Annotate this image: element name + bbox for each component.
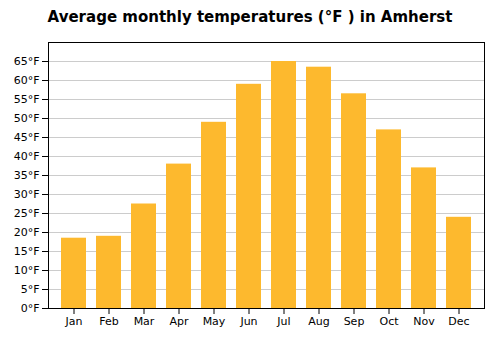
svg-text:Apr: Apr bbox=[169, 315, 189, 328]
svg-text:35°F: 35°F bbox=[14, 169, 40, 182]
svg-text:45°F: 45°F bbox=[14, 131, 40, 144]
svg-text:25°F: 25°F bbox=[14, 207, 40, 220]
svg-text:Aug: Aug bbox=[308, 315, 329, 328]
svg-text:55°F: 55°F bbox=[14, 93, 40, 106]
svg-text:Oct: Oct bbox=[379, 315, 399, 328]
svg-text:0°F: 0°F bbox=[21, 302, 40, 315]
svg-text:Nov: Nov bbox=[413, 315, 435, 328]
svg-text:50°F: 50°F bbox=[14, 112, 40, 125]
svg-text:Sep: Sep bbox=[344, 315, 365, 328]
svg-text:Jun: Jun bbox=[239, 315, 257, 328]
svg-text:Mar: Mar bbox=[134, 315, 155, 328]
svg-text:5°F: 5°F bbox=[21, 283, 40, 296]
svg-text:Dec: Dec bbox=[448, 315, 469, 328]
svg-text:May: May bbox=[203, 315, 226, 328]
html-text:Average monthly temperatures (: Average monthly temperatures (°F ) in Am… bbox=[47, 8, 453, 26]
svg-text:40°F: 40°F bbox=[14, 150, 40, 163]
svg-text:Jan: Jan bbox=[65, 315, 83, 328]
svg-text:30°F: 30°F bbox=[14, 188, 40, 201]
svg-text:Feb: Feb bbox=[99, 315, 118, 328]
svg-text:15°F: 15°F bbox=[14, 245, 40, 258]
svg-text:65°F: 65°F bbox=[14, 55, 40, 68]
svg-text:Jul: Jul bbox=[276, 315, 290, 328]
svg-text:20°F: 20°F bbox=[14, 226, 40, 239]
svg-text:60°F: 60°F bbox=[14, 74, 40, 87]
svg-text:10°F: 10°F bbox=[14, 264, 40, 277]
